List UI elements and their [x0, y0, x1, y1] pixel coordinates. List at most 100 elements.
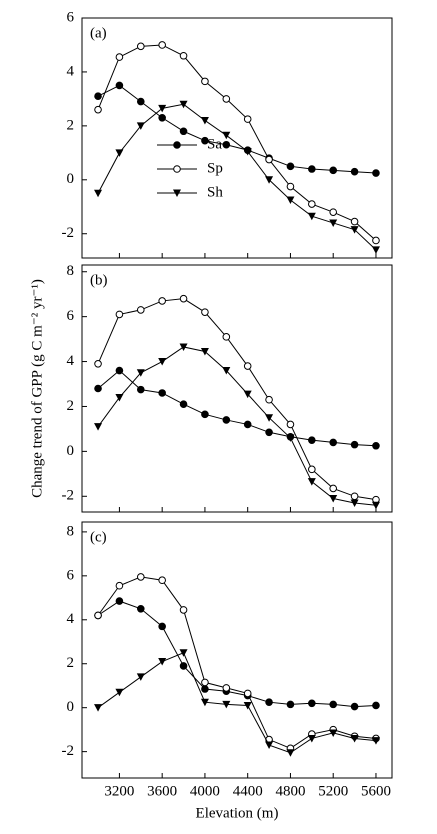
marker	[265, 698, 273, 706]
series-line	[97, 652, 377, 754]
marker	[350, 217, 359, 226]
legend-label: Sp	[207, 160, 223, 176]
x-tick-label: 4000	[190, 783, 220, 799]
marker	[286, 434, 295, 442]
marker	[115, 581, 124, 590]
y-tick-label: 2	[67, 398, 75, 414]
panel-label: (a)	[90, 25, 107, 41]
y-tick-label: 8	[67, 523, 75, 539]
marker	[329, 495, 338, 503]
marker	[179, 294, 188, 303]
marker	[243, 701, 252, 710]
marker	[371, 501, 380, 510]
marker	[329, 438, 338, 447]
marker	[329, 166, 338, 175]
marker	[94, 105, 102, 114]
y-axis-label: Change trend of GPP (g C m⁻² yr⁻¹)	[29, 279, 45, 498]
marker	[136, 42, 145, 51]
marker	[158, 622, 166, 631]
marker	[94, 92, 102, 101]
marker	[222, 700, 231, 709]
marker	[136, 673, 145, 681]
marker	[372, 236, 380, 245]
marker	[94, 423, 103, 431]
marker	[200, 698, 209, 707]
marker	[201, 678, 209, 687]
x-tick-label: 5200	[318, 783, 348, 799]
marker	[179, 649, 188, 657]
marker	[158, 297, 166, 305]
marker	[243, 420, 252, 429]
marker	[115, 688, 124, 697]
marker	[329, 208, 338, 216]
marker	[179, 606, 188, 614]
marker	[222, 367, 231, 375]
marker	[136, 573, 145, 581]
marker	[136, 369, 145, 377]
panel-label: (b)	[90, 272, 108, 288]
marker	[179, 51, 188, 60]
y-tick-label: 6	[67, 308, 75, 324]
marker	[329, 219, 338, 227]
plot-frame	[81, 521, 393, 779]
y-tick-label: 0	[67, 443, 75, 459]
marker	[136, 604, 145, 613]
marker	[265, 428, 273, 437]
marker	[115, 393, 124, 402]
marker	[371, 737, 380, 745]
marker	[179, 343, 188, 351]
marker	[286, 182, 295, 191]
marker	[158, 113, 166, 122]
marker	[372, 701, 380, 710]
y-tick-label: 4	[67, 353, 75, 369]
x-tick-label: 3600	[147, 783, 177, 799]
marker	[136, 122, 145, 130]
marker	[265, 741, 274, 750]
marker	[372, 169, 380, 177]
y-tick-label: 6	[67, 9, 75, 25]
marker	[115, 81, 124, 90]
marker	[286, 162, 295, 171]
marker	[222, 684, 231, 692]
marker	[307, 212, 316, 221]
marker	[201, 685, 209, 693]
marker	[179, 662, 188, 670]
y-tick-label: -2	[62, 743, 75, 759]
marker	[350, 734, 359, 743]
panel-label: (c)	[90, 529, 107, 545]
marker	[179, 400, 188, 409]
legend-marker	[173, 141, 181, 149]
marker	[350, 702, 359, 711]
marker	[158, 41, 166, 49]
legend-label: Sh	[207, 184, 223, 200]
marker	[201, 410, 209, 419]
marker	[158, 358, 167, 366]
marker	[158, 576, 166, 585]
series-line	[97, 576, 377, 749]
marker	[200, 116, 209, 125]
plot-frame	[81, 17, 393, 259]
y-tick-label: 4	[67, 611, 75, 627]
marker	[201, 308, 209, 316]
marker	[179, 127, 188, 136]
marker	[243, 147, 252, 156]
y-tick-label: -2	[62, 488, 75, 504]
marker	[94, 360, 102, 368]
marker	[350, 492, 359, 501]
legend-marker	[173, 165, 181, 173]
marker	[115, 310, 124, 319]
marker	[286, 196, 295, 205]
marker	[243, 115, 252, 123]
marker	[371, 246, 380, 254]
marker	[115, 366, 124, 375]
x-tick-label: 4400	[233, 783, 263, 799]
marker	[201, 77, 209, 86]
marker	[307, 734, 316, 743]
y-tick-label: 2	[67, 655, 75, 671]
marker	[158, 658, 167, 666]
marker	[329, 729, 338, 737]
y-tick-label: 8	[67, 263, 75, 279]
legend-label: Sa	[207, 136, 222, 152]
legend-marker	[173, 189, 181, 197]
